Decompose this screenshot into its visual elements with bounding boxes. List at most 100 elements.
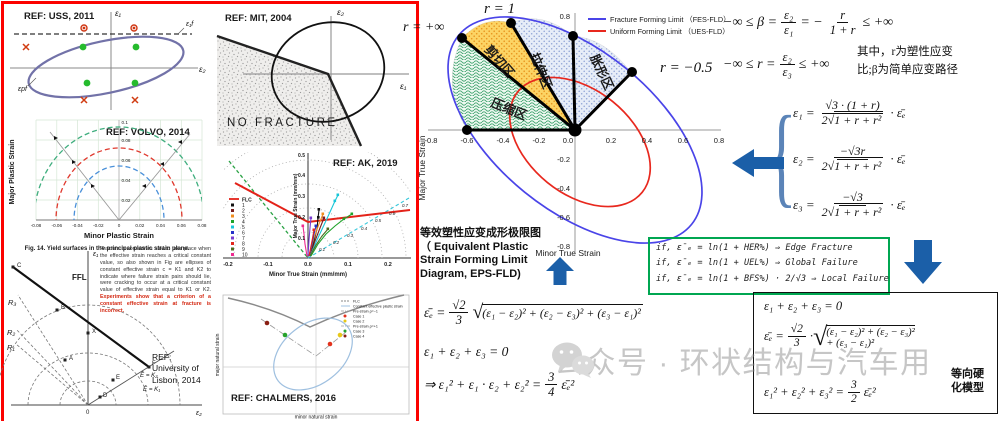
mit-no-fracture-region <box>217 36 361 146</box>
eq-den-prefix: 2√ <box>821 158 835 173</box>
lisbon-origin-label: 0 <box>86 410 90 416</box>
reference-collage-panel <box>1 1 419 421</box>
tick: -0.6 <box>557 213 570 222</box>
chalmers-y-axis-label: major natural strain <box>215 333 221 376</box>
criteria-edge-fracture: if, ε̄ₑ = ln(1 + HER%) ⇒ Edge Fracture <box>656 243 853 253</box>
ak-x-ticks: -0.2 -0.1 0.0 0.1 0.2 <box>223 262 392 268</box>
legend-label: 4 <box>242 220 245 226</box>
lisbon-e2-axis-label: ε₂ <box>196 410 202 417</box>
eps-fld-caption: 等效塑性应变成形极限图 （ Equivalent Plastic Strain … <box>420 227 570 281</box>
tick: -0.2 <box>533 136 546 145</box>
tick: 0.4 <box>642 136 652 145</box>
legend-label: Pre-strain ρ=−1 <box>353 309 378 313</box>
arc-label: 0.2 <box>333 240 340 245</box>
volvo-yield-ellipses <box>36 126 202 220</box>
fld-vertex-dots <box>457 18 637 137</box>
arc-label: 0.1 <box>319 247 326 252</box>
volvo-ellipse-outer <box>36 126 202 204</box>
tick: -0.2 <box>223 262 232 268</box>
legend-label: Pre-strain ρ=+1 <box>353 324 378 328</box>
legend-label: 2 <box>242 209 245 215</box>
legend-label: Case 1 <box>353 314 364 318</box>
left-arrow-icon <box>732 149 784 177</box>
tick: 0.0 <box>563 136 573 145</box>
legend-label: 9 <box>242 247 245 253</box>
ak-right-path-line <box>307 197 410 259</box>
legend-label: 6 <box>242 231 245 237</box>
tick: -0.2 <box>557 155 570 164</box>
tick: 0.8 <box>714 136 724 145</box>
eq-den: ε₁ <box>784 23 794 38</box>
point-e: E <box>116 375 120 381</box>
tick: -0.08 <box>31 223 42 228</box>
tick: 0.8 <box>560 12 570 21</box>
volvo-yield-surfaces-figure: REF: VOLVO, 2014 -0.08 -0.06 -0.04 -0.02… <box>9 119 207 252</box>
lisbon-k-labels: Ē = K₂ Ē = K₁ <box>140 372 160 393</box>
tick: 0.2 <box>298 215 305 221</box>
lisbon-ffl-line <box>12 266 150 368</box>
eq-num: ε₂ <box>779 50 795 66</box>
lisbon-ffl-figure: ε₁ ε₂ 0 FFL R₃ R₂ R₁ C B X <box>0 251 202 417</box>
failure-criteria-box: if, ε̄ₑ = ln(1 + HER%) ⇒ Edge Fracture i… <box>648 237 890 295</box>
eq-term: = − <box>800 14 823 30</box>
tick: 0.2 <box>384 262 392 268</box>
down-arrow-icon <box>904 240 942 284</box>
eq-num: √3 · (1 + r) <box>822 98 883 114</box>
tick: 0.08 <box>198 223 207 228</box>
eq-radicand-line1: (ε₁ − ε₂)² + (ε₂ − ε₃)² <box>826 324 915 338</box>
ak-x-axis-label: Minor True Strain (mm/mm) <box>269 272 347 278</box>
tick: 0.1 <box>122 120 129 125</box>
tick: -0.4 <box>557 184 570 193</box>
eq-term: ε̄ₑ = <box>424 304 446 320</box>
criteria-local-failure: if, ε̄ₑ = ln(1 + BFS%) · 2/√3 ⇒ Local Fa… <box>656 273 889 284</box>
eq-den: 1 + r <box>829 23 856 38</box>
mit-e1-axis-label: ε₁ <box>400 81 407 91</box>
eq-term: ε₁² + ε₂² + ε₃² = <box>764 385 844 400</box>
eq-term: −∞ ≤ β = <box>723 14 778 30</box>
tick: 0.06 <box>122 158 131 163</box>
tick: 0.1 <box>344 262 352 268</box>
iso-sum-equation: ε₁ + ε₂ + ε₃ = 0 <box>764 299 842 314</box>
volvo-x-axis-label: Minor Plastic Strain <box>84 231 154 240</box>
eq-term: · <box>809 329 813 344</box>
r-beta-note: 其中，r为塑性应变 比;β为简单应变路径 <box>857 44 1004 80</box>
eq-den: 4 <box>548 385 555 400</box>
eq-den-radicand: 1 + r + r² <box>834 156 884 173</box>
caption-line: Strain Forming Limit <box>420 254 528 266</box>
legend-label: 3 <box>242 214 245 220</box>
tick: 0.06 <box>177 223 186 228</box>
eq-term: ε̄ₑ² <box>863 385 876 400</box>
tick: 0.02 <box>122 198 131 203</box>
legend-label: 5 <box>242 225 245 231</box>
eq-den-radicand: 1 + r + r² <box>834 202 884 219</box>
eps1-equation: ε₁ = √3 · (1 + r) 2√1 + r + r² · ε̄ₑ <box>793 98 905 128</box>
legend-label: FLC <box>242 198 252 204</box>
lisbon-ref: REF: University of Lisbon, 2014 <box>152 352 214 386</box>
point-d: D <box>103 393 108 399</box>
effective-strain-equation: ε̄ₑ = √2 3 √ (ε₁ − ε₂)² + (ε₂ − ε₃)² + (ε₃… <box>424 298 643 328</box>
arc-label: 0.5 <box>375 218 382 223</box>
volvo-path-markers <box>54 136 182 188</box>
lisbon-ref-line2: University of <box>152 363 199 374</box>
volvo-strain-paths <box>49 131 191 221</box>
tick: -0.04 <box>72 223 83 228</box>
eq-den: 3 <box>455 313 463 328</box>
eps-fld-diagram: 压缩区 剪切区 拉伸区 胀形区 Fracture Forming Limit （… <box>417 12 730 285</box>
uss-e1f-label: ε₁f <box>186 21 194 28</box>
system-brace: { <box>767 94 797 218</box>
lisbon-points <box>11 265 151 399</box>
ray-label-r-infinity: r = +∞ <box>403 20 445 35</box>
eq-num: −√3 <box>839 190 866 206</box>
lisbon-quote-red: Experiments show that a criterion of a c… <box>100 294 211 314</box>
point-a: A <box>69 356 73 362</box>
uss-ref: REF: USS, 2011 <box>24 11 95 22</box>
uss-epf-label: εpf <box>18 86 28 93</box>
point-x: X <box>92 329 96 335</box>
chalmers-ref: REF: CHALMERS, 2016 <box>231 393 336 404</box>
eq-term: · ε̄ₑ <box>890 197 906 213</box>
legend-label: FLC <box>353 299 360 303</box>
note-line1: 其中，r为塑性应变 <box>857 46 953 58</box>
point-b: B <box>61 305 65 311</box>
